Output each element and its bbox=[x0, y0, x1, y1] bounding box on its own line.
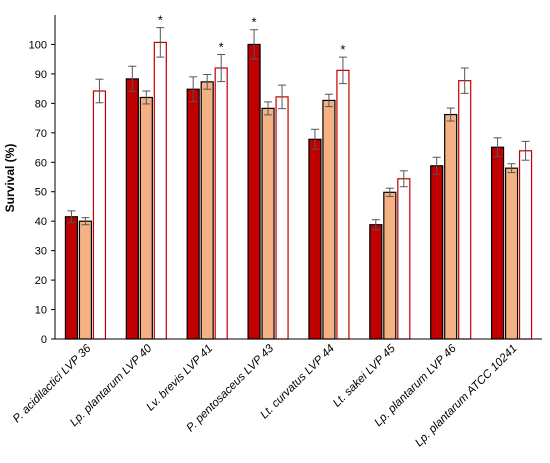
bar-8-series-3 bbox=[518, 150, 533, 340]
error-bar-1-series-1 bbox=[67, 210, 76, 224]
error-bar-6-series-2 bbox=[385, 187, 394, 197]
y-tick-label-90: 90 bbox=[35, 69, 47, 81]
error-bar-6-series-3 bbox=[399, 170, 408, 188]
error-bar-7-series-3 bbox=[460, 67, 469, 94]
error-bar-4-series-1 bbox=[250, 29, 259, 60]
bar-4-series-2 bbox=[261, 107, 275, 340]
error-bar-1-series-2 bbox=[81, 217, 90, 226]
bar-5-series-3 bbox=[336, 69, 350, 340]
bar-4-series-3 bbox=[275, 96, 289, 340]
y-axis: 0 10 20 30 40 50 60 70 80 90 100 bbox=[29, 39, 55, 346]
bar-6-series-1 bbox=[369, 224, 383, 340]
y-tick-label-100: 100 bbox=[29, 39, 47, 51]
error-bar-3-series-2 bbox=[203, 73, 212, 90]
bar-5-series-1 bbox=[308, 138, 322, 340]
significance-marker-5-series-3: * bbox=[340, 42, 345, 57]
error-bar-7-series-1 bbox=[432, 156, 441, 175]
bar-1-series-3 bbox=[92, 90, 107, 340]
bar-7-series-1 bbox=[430, 165, 444, 340]
error-bar-8-series-1 bbox=[493, 137, 502, 158]
error-bar-2-series-3 bbox=[156, 27, 165, 58]
error-bar-7-series-2 bbox=[446, 107, 455, 122]
y-tick-label-70: 70 bbox=[35, 128, 47, 140]
y-tick-label-30: 30 bbox=[35, 246, 47, 258]
y-tick-label-0: 0 bbox=[41, 334, 47, 346]
error-bar-8-series-3 bbox=[521, 140, 530, 161]
y-tick-label-10: 10 bbox=[35, 305, 47, 317]
error-bar-5-series-1 bbox=[310, 128, 319, 150]
bar-8-series-1 bbox=[490, 146, 505, 340]
bar-3-series-3 bbox=[214, 67, 228, 340]
bar-2-series-3 bbox=[153, 41, 167, 340]
bar-4-series-1 bbox=[247, 43, 261, 340]
bar-7-series-2 bbox=[444, 113, 458, 340]
bar-3-series-2 bbox=[200, 81, 214, 340]
bar-5-series-2 bbox=[322, 99, 336, 340]
error-bar-4-series-2 bbox=[264, 101, 273, 116]
bar-8-series-2 bbox=[504, 167, 519, 340]
error-bar-4-series-3 bbox=[278, 84, 287, 110]
y-tick-label-80: 80 bbox=[35, 98, 47, 110]
y-axis-title: Survival (%) bbox=[3, 144, 17, 213]
error-bar-6-series-1 bbox=[371, 219, 380, 231]
bar-3-series-1 bbox=[186, 88, 200, 340]
error-bar-2-series-1 bbox=[128, 65, 137, 93]
significance-marker-3-series-3: * bbox=[219, 39, 224, 54]
error-bar-5-series-3 bbox=[338, 56, 347, 85]
y-tick-label-20: 20 bbox=[35, 275, 47, 287]
bar-2-series-1 bbox=[125, 78, 139, 340]
bar-7-series-3 bbox=[458, 80, 472, 340]
x-category-label-3: Lv. brevis LVP 41 bbox=[144, 343, 215, 414]
x-category-label-6: Lt. sakei LVP 45 bbox=[331, 342, 398, 409]
y-tick-label-50: 50 bbox=[35, 187, 47, 199]
bar-1-series-2 bbox=[78, 220, 93, 340]
bar-1-series-1 bbox=[64, 216, 79, 340]
error-bar-3-series-1 bbox=[189, 76, 198, 103]
significance-marker-2-series-3: * bbox=[158, 13, 163, 28]
error-bar-3-series-3 bbox=[217, 53, 226, 83]
significance-marker-4-series-1: * bbox=[252, 15, 257, 30]
error-bar-5-series-2 bbox=[324, 93, 333, 108]
error-bar-2-series-2 bbox=[142, 90, 151, 105]
x-category-label-8: Lp. plantarum ATCC 10241 bbox=[413, 343, 520, 450]
bar-6-series-3 bbox=[397, 178, 411, 340]
bar-6-series-2 bbox=[383, 191, 397, 340]
y-tick-label-40: 40 bbox=[35, 216, 47, 228]
y-tick-label-60: 60 bbox=[35, 157, 47, 169]
error-bar-1-series-3 bbox=[95, 78, 104, 104]
bars: * * * * bbox=[64, 13, 533, 340]
bar-2-series-2 bbox=[139, 96, 153, 340]
error-bar-8-series-2 bbox=[507, 163, 516, 174]
